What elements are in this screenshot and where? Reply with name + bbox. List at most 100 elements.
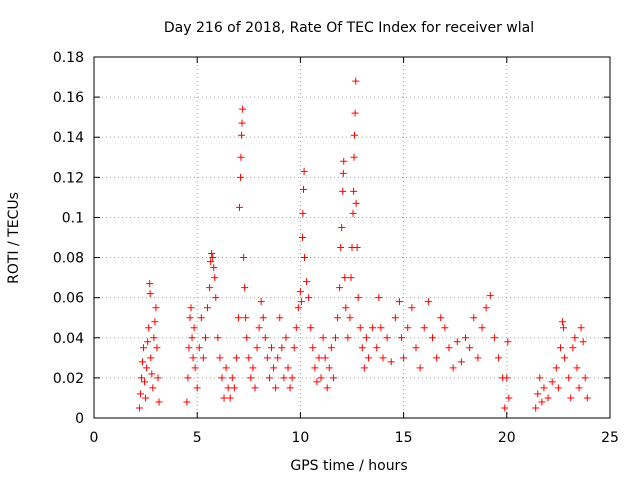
y-tick-label: 0.1 [62,210,84,226]
data-point [184,374,192,382]
data-point [243,334,251,342]
data-point [365,354,373,362]
data-point [351,109,359,117]
data-point [352,199,360,207]
data-point [556,344,564,352]
data-point [360,364,368,372]
data-point [346,314,354,322]
data-point [247,374,255,382]
data-point [387,358,395,366]
data-point [284,364,292,372]
y-tick-label: 0.16 [53,90,84,106]
data-point [253,344,261,352]
data-point [185,344,193,352]
axes: 0 0.02 0.04 0.06 0.08 0.1 0.12 0.14 0.16 0.18 0 5 10… [53,50,619,446]
plot-border [93,56,611,419]
data-point [290,344,298,352]
data-point [349,209,357,217]
data-point [457,358,465,366]
data-point [395,298,403,306]
data-point [239,105,247,113]
data-point [255,324,263,332]
data-point [323,384,331,392]
data-point [294,304,302,312]
data-point [135,404,143,412]
x-tick-label: 15 [395,430,413,446]
data-point [241,284,249,292]
data-point [201,334,209,342]
data-point [151,318,159,326]
data-point [339,187,347,195]
data-point [560,324,568,332]
data-point [337,244,345,252]
data-point [211,274,219,282]
data-point [552,364,560,372]
data-point [503,374,511,382]
x-tick-label: 20 [498,430,516,446]
data-point [466,344,474,352]
data-point [567,394,575,402]
data-point [334,314,342,322]
data-point [232,354,240,362]
data-point [315,354,323,362]
data-point [296,288,304,296]
data-point [350,131,358,139]
data-point [404,324,412,332]
data-point [230,384,238,392]
data-point [575,384,583,392]
data-point [183,398,191,406]
data-point [220,394,228,402]
data-point [548,378,556,386]
data-point [145,324,153,332]
data-point [338,223,346,231]
x-tick-label: 5 [193,430,202,446]
data-point [224,384,232,392]
data-point [216,354,224,362]
data-point [532,404,540,412]
data-point [222,364,230,372]
data-point [240,254,248,262]
data-point [353,244,361,252]
data-point [228,374,236,382]
y-tick-label: 0.18 [53,50,84,66]
data-point [305,294,313,302]
data-point [206,284,214,292]
data-point [583,394,591,402]
data-point [369,324,377,332]
data-point [482,304,490,312]
data-point [536,374,544,382]
data-point [424,298,432,306]
data-point [350,153,358,161]
data-point [534,390,542,398]
data-point [341,274,349,282]
data-point [354,294,362,302]
data-point [329,374,337,382]
y-tick-label: 0.12 [53,170,84,186]
data-point [242,314,250,322]
data-point [218,374,226,382]
data-point [298,234,306,241]
data-point [412,344,420,352]
data-point [581,374,589,382]
data-point [486,292,494,300]
data-point [141,378,149,386]
data-point [538,398,546,406]
y-tick-label: 0.14 [53,130,84,146]
data-point [449,364,457,372]
data-point [362,334,370,342]
data-point [373,344,381,352]
data-point [272,384,280,392]
y-tick-label: 0 [75,411,84,427]
data-point [209,254,217,262]
data-point [282,334,290,342]
data-point [573,364,581,372]
data-point [237,173,245,181]
data-point [155,398,163,406]
grid-lines [94,57,610,418]
y-tick-label: 0.08 [53,251,84,267]
data-point [188,334,196,342]
data-point [311,364,319,372]
data-point [195,344,203,352]
data-point [265,374,273,382]
